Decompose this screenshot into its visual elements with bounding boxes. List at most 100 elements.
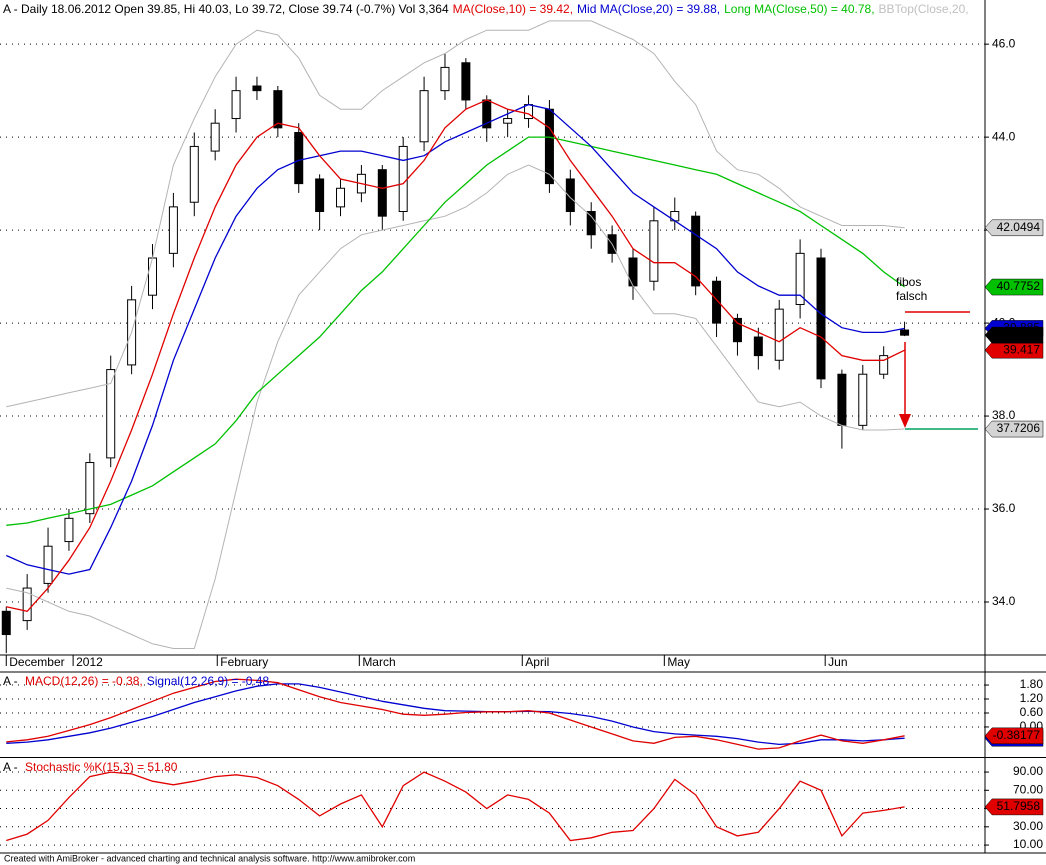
- title-part: MACD(12,26) = -0.38,: [25, 674, 143, 688]
- last-value-label: 42.0494: [997, 220, 1041, 234]
- marks: [1, 20, 910, 654]
- candle-body: [503, 118, 513, 124]
- candle-body: [691, 215, 701, 287]
- candle-body: [294, 131, 304, 185]
- candle-body: [879, 355, 889, 375]
- annotation: fibos: [896, 275, 921, 289]
- candle-body: [210, 122, 220, 152]
- grid: [0, 43, 989, 666]
- y-tick-label: 0.60: [1020, 705, 1044, 719]
- candle-body: [64, 517, 74, 543]
- candle-body: [586, 211, 596, 236]
- labels: 0.000.601.201.80A - MACD(12,26) = -0.38,…: [3, 674, 1044, 747]
- last-value-marker: [984, 727, 1044, 745]
- candle-body: [189, 145, 199, 203]
- candle-body: [22, 587, 32, 622]
- title-part: Long MA(Close,50) = 40.78,: [724, 2, 874, 16]
- candle-body: [106, 369, 116, 459]
- candle-body: [419, 90, 429, 143]
- x-tick-label: March: [362, 655, 395, 669]
- last-value-label: -0.38177: [993, 728, 1041, 742]
- y-tick-label: 44.0: [992, 129, 1016, 143]
- title-part: BBTop(Close,20,: [879, 2, 969, 16]
- candle-body: [816, 257, 826, 380]
- candle-body: [231, 90, 241, 120]
- candle-body: [461, 62, 471, 101]
- candle-body: [43, 545, 53, 584]
- series-line: [6, 103, 905, 575]
- series-line: [6, 99, 905, 613]
- x-tick-label: December: [9, 655, 64, 669]
- series-line: [6, 136, 905, 526]
- candle-body: [1, 610, 11, 636]
- panel-title: A - MACD(12,26) = -0.38, Signal(12,26,9) …: [3, 674, 269, 688]
- x-tick-label: April: [525, 655, 549, 669]
- candle-body: [774, 308, 784, 361]
- y-tick-label: 34.0: [992, 594, 1016, 608]
- candle-body: [565, 178, 575, 213]
- panel-title: A - Daily 18.06.2012 Open 39.85, Hi 40.0…: [3, 2, 969, 16]
- last-value-marker: [984, 341, 1044, 359]
- annotation: falsch: [896, 289, 927, 303]
- grid: [0, 771, 989, 846]
- candle-body: [649, 220, 659, 282]
- last-value-label: 39.74: [1010, 327, 1040, 341]
- title-part: A - Daily 18.06.2012 Open 39.85, Hi 40.0…: [3, 2, 449, 16]
- candle-body: [377, 169, 387, 217]
- title-part: Stochastic %K(15,3) = 51.80: [25, 760, 178, 774]
- title-part: A -: [3, 760, 21, 774]
- candle-body: [753, 336, 763, 357]
- y-tick-label: 1.80: [1020, 677, 1044, 691]
- title-part: A -: [3, 674, 21, 688]
- candle-body: [712, 280, 722, 324]
- y-tick-label: 38.0: [992, 408, 1016, 422]
- title-part: Signal(12,26,9) = -0.48: [147, 674, 270, 688]
- y-tick-label: 90.00: [1013, 764, 1043, 778]
- candle-body: [732, 317, 742, 343]
- candle-body: [440, 66, 450, 92]
- footer: Created with AmiBroker - advanced charti…: [4, 853, 415, 863]
- candle-body: [900, 329, 910, 336]
- candle-body: [273, 90, 283, 129]
- series-line: [6, 683, 905, 746]
- x-tick-label: May: [667, 655, 690, 669]
- candle-body: [252, 85, 262, 92]
- candle-body: [168, 206, 178, 254]
- y-tick-label: 1.20: [1020, 691, 1044, 705]
- plot-layer: [0, 20, 989, 846]
- candle-body: [837, 373, 847, 426]
- last-value-marker: [984, 219, 1044, 237]
- x-tick-label: Jun: [828, 655, 847, 669]
- candle-body: [544, 108, 554, 185]
- x-tick-label: February: [220, 655, 268, 669]
- candle-body: [148, 257, 158, 296]
- y-tick-label: 10.00: [1013, 837, 1043, 851]
- last-value-marker: [984, 278, 1044, 296]
- panel-title: A - Stochastic %K(15,3) = 51.80: [3, 760, 178, 774]
- last-value-marker: [984, 798, 1044, 816]
- labels: 34.036.038.040.042.044.046.0A - Daily 18…: [3, 2, 1044, 669]
- y-tick-label: 46.0: [992, 36, 1016, 50]
- last-value-label: 51.7958: [997, 799, 1041, 813]
- series-line: [6, 20, 905, 408]
- last-value-label: 37.7206: [997, 421, 1041, 435]
- candle-body: [628, 257, 638, 287]
- series-line: [6, 678, 905, 750]
- y-tick-label: 36.0: [992, 501, 1016, 515]
- x-tick-label: 2012: [76, 655, 103, 669]
- candle-body: [858, 373, 868, 426]
- marks: [6, 678, 905, 750]
- arrow-head: [899, 414, 911, 428]
- last-value-marker: [984, 420, 1044, 438]
- candle-body: [398, 145, 408, 213]
- candle-body: [336, 187, 346, 208]
- marks: [6, 771, 905, 842]
- series-line: [6, 771, 905, 842]
- series-line: [6, 164, 905, 649]
- title-part: Mid MA(Close,20) = 39.88,: [577, 2, 720, 16]
- last-value-marker: [984, 326, 1044, 344]
- candle-body: [315, 178, 325, 213]
- candle-body: [85, 462, 95, 515]
